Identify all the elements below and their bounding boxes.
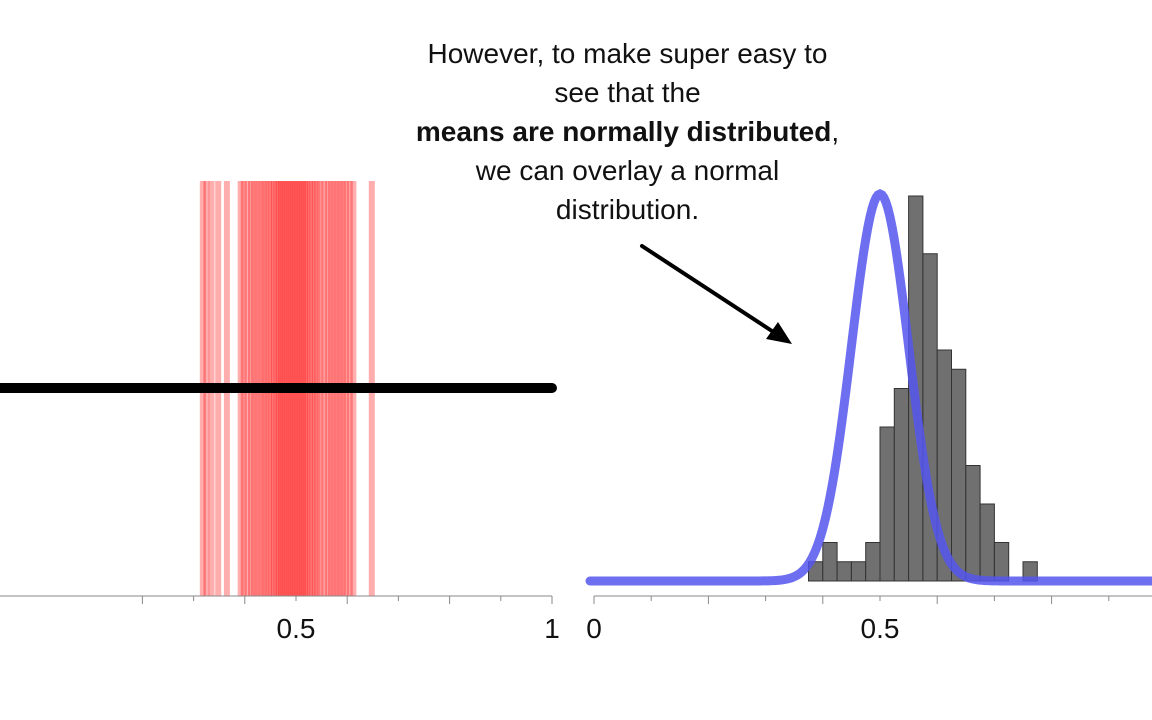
histogram-bar-3 xyxy=(850,561,867,582)
histogram-bar-10 xyxy=(951,368,967,582)
annotation-arrow xyxy=(640,244,792,344)
histogram-chart: 0 0.5 xyxy=(585,189,1152,644)
annotation-bold-phrase: means are normally distributed xyxy=(415,116,832,147)
annotation-line-2: see that the xyxy=(554,77,701,108)
annotation-comma: , xyxy=(831,116,840,147)
normal-curve xyxy=(585,189,1152,586)
hist-tick-label: 0 xyxy=(586,613,602,644)
histogram-bar-1 xyxy=(822,542,838,582)
histogram-bar-4 xyxy=(865,542,881,582)
annotation-line-4: we can overlay a normal xyxy=(475,155,780,186)
annotation-line-5: distribution. xyxy=(555,194,700,225)
annotation-line-3: means are normally distributed, xyxy=(360,112,895,151)
strip-tick-label: 0.5 xyxy=(277,613,316,644)
histogram-bar-12 xyxy=(979,503,995,582)
histogram-bar-11 xyxy=(965,465,981,582)
strip-tick-label: 1 xyxy=(544,613,560,644)
histogram-bar-13 xyxy=(993,542,1010,582)
annotation-text: However, to make super easy to see that … xyxy=(360,34,895,229)
hist-tick-label: 0.5 xyxy=(861,613,900,644)
strip-chart: 0.5 1 xyxy=(0,181,560,644)
histogram-bar-2 xyxy=(836,561,852,582)
histogram-bar-5 xyxy=(879,426,895,582)
annotation-line-1: However, to make super easy to xyxy=(427,38,828,69)
histogram-bar-6 xyxy=(893,388,910,582)
